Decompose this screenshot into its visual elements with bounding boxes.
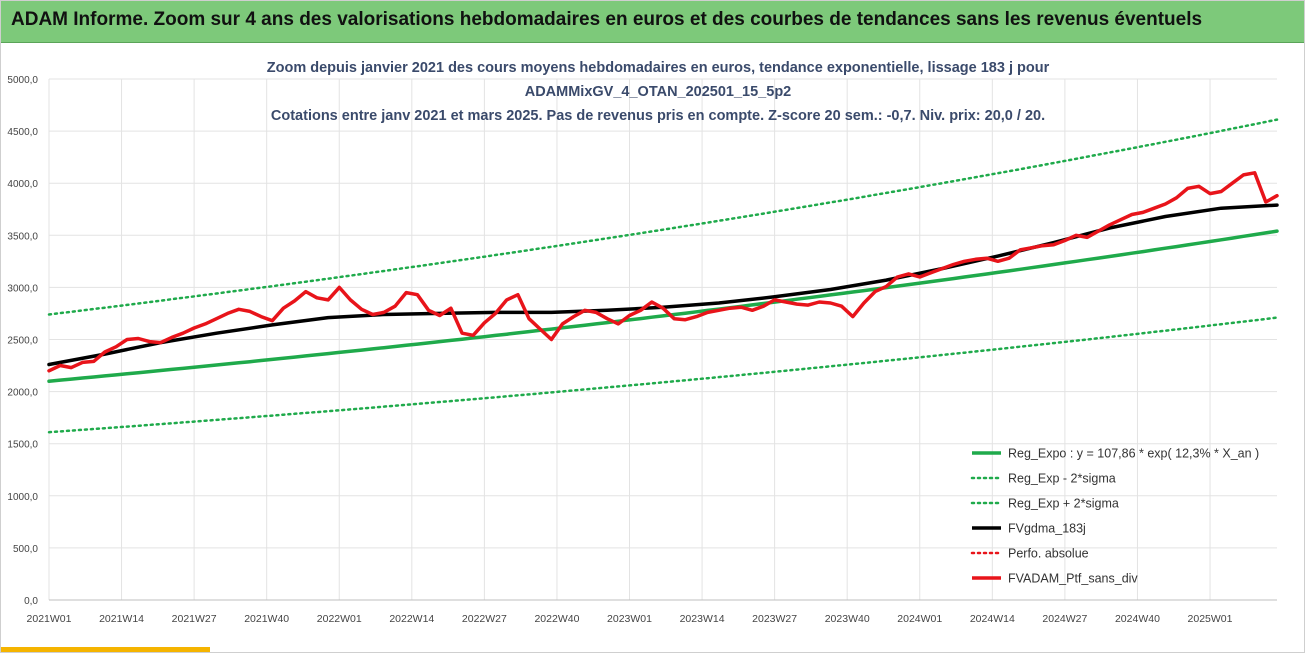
legend-label: Reg_Exp + 2*sigma: [1008, 497, 1119, 511]
chart: 0,0 500,0 1000,0 1500,0 2000,0 2500,0 3000,0 35…: [7, 60, 1279, 625]
y-tick-label: 1000,0: [7, 492, 38, 503]
series-line: [47, 229, 1279, 383]
chart-title-line-2: ADAMMixGV_4_OTAN_202501_15_5p2: [525, 84, 792, 100]
chart-title: Zoom depuis janvier 2021 des cours moyen…: [267, 60, 1050, 124]
y-axis: 0,0 500,0 1000,0 1500,0 2000,0 2500,0 3000,0 35…: [7, 75, 38, 607]
chart-legend: Reg_Expo : y = 107,86 * exp( 12,3% * X_a…: [970, 447, 1259, 586]
legend-label: Reg_Expo : y = 107,86 * exp( 12,3% * X_a…: [1008, 447, 1259, 461]
x-tick-label: 2021W01: [27, 613, 72, 625]
page-title: ADAM Informe. Zoom sur 4 ans des valoris…: [11, 9, 1203, 30]
x-axis: 2021W01 2021W14 2021W27 2021W40 2022W01 2022W…: [27, 613, 1233, 625]
x-tick-label: 2023W27: [752, 613, 797, 625]
x-tick-label: 2021W40: [244, 613, 289, 625]
x-tick-label: 2024W01: [897, 613, 942, 625]
x-tick-label: 2022W01: [317, 613, 362, 625]
legend-label: Perfo. absolue: [1008, 547, 1089, 561]
series-line: [47, 118, 1279, 316]
y-tick-label: 4500,0: [7, 127, 38, 138]
y-tick-label: 500,0: [13, 544, 38, 555]
x-tick-label: 2024W40: [1115, 613, 1160, 625]
x-tick-label: 2024W14: [970, 613, 1015, 625]
series-layer: [47, 118, 1279, 434]
y-tick-label: 2000,0: [7, 388, 38, 399]
x-tick-label: 2022W40: [534, 613, 579, 625]
x-tick-label: 2022W14: [389, 613, 434, 625]
y-tick-label: 0,0: [24, 596, 38, 607]
x-tick-label: 2023W40: [825, 613, 870, 625]
chart-grid: [48, 78, 1277, 601]
y-tick-label: 3500,0: [7, 231, 38, 242]
x-tick-label: 2024W27: [1042, 613, 1087, 625]
series-line: [47, 171, 1279, 373]
y-tick-label: 4000,0: [7, 179, 38, 190]
x-tick-label: 2023W01: [607, 613, 652, 625]
bottom-accent-strip: [0, 647, 210, 653]
y-tick-label: 5000,0: [7, 75, 38, 86]
legend-label: FVADAM_Ptf_sans_div: [1008, 572, 1138, 586]
series-line: [47, 316, 1279, 434]
chart-title-line-3: Cotations entre janv 2021 et mars 2025. …: [271, 108, 1045, 124]
x-tick-label: 2023W14: [680, 613, 725, 625]
y-tick-label: 1500,0: [7, 440, 38, 451]
chart-title-line-1: Zoom depuis janvier 2021 des cours moyen…: [267, 60, 1050, 76]
x-tick-label: 2022W27: [462, 613, 507, 625]
x-tick-label: 2021W14: [99, 613, 144, 625]
series-line: [1264, 194, 1279, 204]
x-tick-label: 2025W01: [1188, 613, 1233, 625]
header-bar: ADAM Informe. Zoom sur 4 ans des valoris…: [0, 0, 1305, 43]
x-tick-label: 2021W27: [172, 613, 217, 625]
y-tick-label: 3000,0: [7, 283, 38, 294]
legend-label: FVgdma_183j: [1008, 522, 1086, 536]
y-tick-label: 2500,0: [7, 336, 38, 347]
legend-label: Reg_Exp - 2*sigma: [1008, 472, 1116, 486]
